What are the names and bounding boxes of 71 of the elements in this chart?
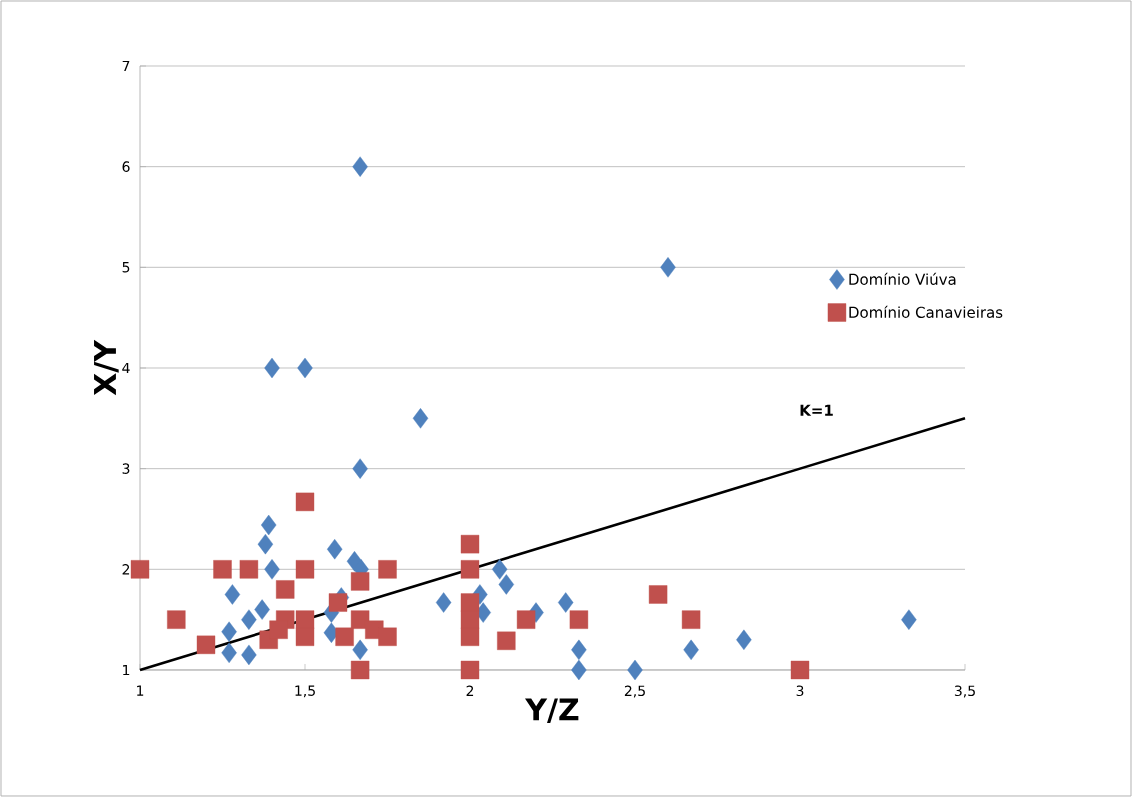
- point: [335, 627, 354, 646]
- point: [571, 639, 587, 661]
- point: [352, 458, 368, 479]
- point: [264, 559, 280, 580]
- point: [790, 660, 810, 680]
- y-tick-label: 2: [122, 564, 130, 575]
- point: [224, 584, 241, 605]
- point: [378, 560, 397, 579]
- point: [196, 635, 216, 655]
- point: [460, 534, 480, 554]
- point: [460, 660, 480, 680]
- point: [571, 659, 587, 681]
- y-tick-label: 4: [122, 362, 130, 374]
- point: [350, 660, 370, 680]
- point: [352, 156, 368, 177]
- y-tick-label: 5: [122, 262, 130, 273]
- point: [295, 560, 315, 579]
- point: [901, 609, 917, 630]
- point: [681, 610, 701, 629]
- point: [569, 610, 589, 629]
- y-tick-label: 7: [122, 60, 130, 72]
- point: [558, 592, 574, 613]
- point: [257, 533, 274, 555]
- point: [295, 492, 315, 512]
- point: [130, 560, 150, 579]
- point: [648, 585, 668, 604]
- x-axis-title: Y/Z: [524, 698, 579, 724]
- x-tick-label: 2: [466, 685, 474, 696]
- point: [264, 357, 280, 379]
- point: [221, 621, 237, 642]
- point: [269, 620, 288, 639]
- point: [497, 631, 516, 650]
- point: [327, 538, 343, 560]
- point: [660, 257, 676, 278]
- point: [167, 610, 186, 629]
- x-tick-label: 1: [137, 685, 144, 696]
- y-tick-label: 6: [122, 161, 130, 172]
- point: [239, 560, 259, 579]
- point: [492, 559, 508, 580]
- point: [261, 514, 277, 536]
- point: [627, 659, 643, 681]
- point: [516, 610, 536, 629]
- legend-label: Domínio Viúva: [849, 272, 956, 285]
- point: [295, 627, 315, 646]
- annotation: K=1: [800, 404, 833, 416]
- x-tick-label: 1,5: [295, 685, 315, 698]
- point: [241, 609, 257, 630]
- point: [276, 580, 295, 599]
- point: [683, 639, 699, 661]
- point: [221, 642, 237, 664]
- x-tick-label: 3,5: [954, 685, 975, 698]
- point: [435, 592, 452, 613]
- point: [350, 572, 370, 591]
- point: [460, 627, 480, 646]
- x-tick-label: 2,5: [624, 685, 645, 698]
- point: [297, 357, 313, 379]
- point: [378, 627, 397, 646]
- point: [460, 560, 480, 579]
- y-tick-label: 3: [122, 463, 130, 474]
- point: [412, 408, 429, 429]
- point: [213, 560, 232, 579]
- point: [254, 599, 270, 620]
- point: [241, 644, 257, 666]
- point: [328, 593, 348, 612]
- point: [352, 639, 368, 661]
- y-tick-label: 1: [123, 664, 130, 676]
- y-axis-title: X/Y: [94, 339, 119, 396]
- point: [736, 629, 752, 650]
- legend-label: Domínio Canavieiras: [849, 305, 1003, 318]
- x-tick-label: 3: [796, 685, 804, 697]
- point: [498, 574, 515, 595]
